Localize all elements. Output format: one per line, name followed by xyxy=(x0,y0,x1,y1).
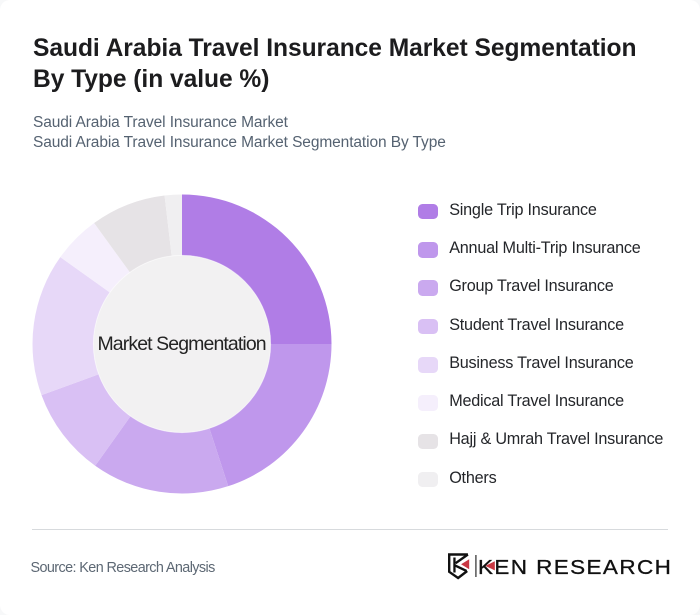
svg-text:KEN RESEARCH: KEN RESEARCH xyxy=(478,556,672,579)
